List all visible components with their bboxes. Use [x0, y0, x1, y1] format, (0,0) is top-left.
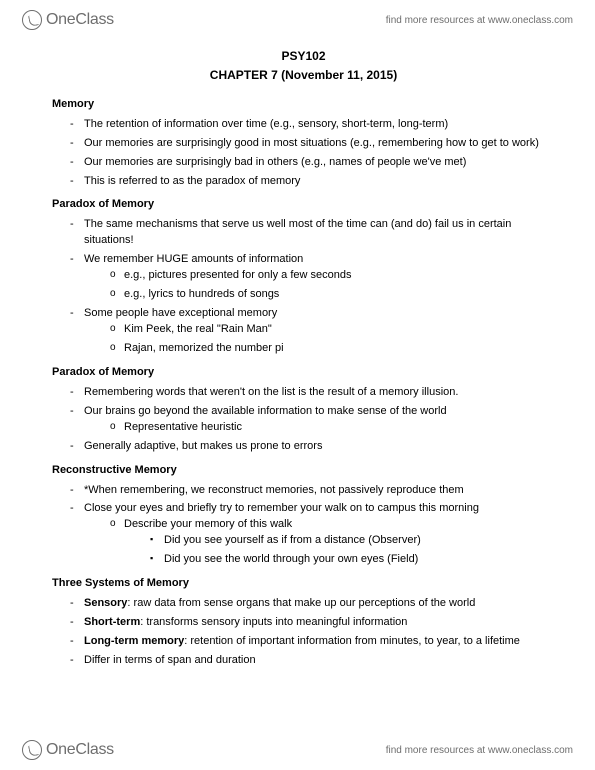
subsub-list-item: Did you see yourself as if from a distan…	[150, 533, 555, 549]
list-item: *When remembering, we reconstruct memori…	[70, 483, 555, 499]
bullet-list: *When remembering, we reconstruct memori…	[52, 483, 555, 569]
sub-list-item: Rajan, memorized the number pi	[110, 341, 555, 357]
list-item: We remember HUGE amounts of informatione…	[70, 252, 555, 303]
section-heading: Paradox of Memory	[52, 365, 555, 381]
list-item-text: : retention of important information fro…	[184, 635, 520, 647]
brand-logo-footer: OneClass	[22, 740, 114, 760]
brand-circle-icon	[22, 10, 42, 30]
subsub-list: Did you see yourself as if from a distan…	[124, 533, 555, 568]
chapter-subtitle: CHAPTER 7 (November 11, 2015)	[52, 67, 555, 84]
list-item: The same mechanisms that serve us well m…	[70, 217, 555, 249]
sub-list: Describe your memory of this walkDid you…	[84, 517, 555, 568]
sub-list-item: e.g., lyrics to hundreds of songs	[110, 287, 555, 303]
course-title: PSY102	[52, 48, 555, 65]
list-item: Our brains go beyond the available infor…	[70, 404, 555, 436]
brand-circle-icon	[22, 740, 42, 760]
sub-list-item: e.g., pictures presented for only a few …	[110, 268, 555, 284]
section-heading: Three Systems of Memory	[52, 576, 555, 592]
brand-logo: OneClass	[22, 10, 114, 30]
sub-list-item: Describe your memory of this walkDid you…	[110, 517, 555, 568]
brand-name-footer: OneClass	[46, 741, 114, 759]
list-item-text: : raw data from sense organs that make u…	[127, 597, 475, 609]
list-item: Differ in terms of span and duration	[70, 653, 555, 669]
list-item: Remembering words that weren't on the li…	[70, 385, 555, 401]
list-item: Long-term memory: retention of important…	[70, 634, 555, 650]
bullet-list: Remembering words that weren't on the li…	[52, 385, 555, 455]
footer-tagline: find more resources at www.oneclass.com	[386, 745, 573, 756]
brand-name: OneClass	[46, 11, 114, 29]
list-item: Sensory: raw data from sense organs that…	[70, 596, 555, 612]
bullet-list: The retention of information over time (…	[52, 117, 555, 190]
list-item: Our memories are surprisingly good in mo…	[70, 136, 555, 152]
sub-list: Kim Peek, the real "Rain Man" Rajan, memo…	[84, 322, 555, 357]
list-item: Generally adaptive, but makes us prone t…	[70, 439, 555, 455]
section-heading: Paradox of Memory	[52, 197, 555, 213]
document-body: PSY102 CHAPTER 7 (November 11, 2015) Mem…	[52, 48, 555, 722]
subsub-list-item: Did you see the world through your own e…	[150, 552, 555, 568]
list-item: The retention of information over time (…	[70, 117, 555, 133]
list-item-text: : transforms sensory inputs into meaning…	[140, 616, 407, 628]
page-header: OneClass find more resources at www.onec…	[0, 0, 595, 40]
lead-term: Long-term memory	[84, 635, 184, 647]
bullet-list: Sensory: raw data from sense organs that…	[52, 596, 555, 669]
section-heading: Memory	[52, 97, 555, 113]
list-item: Close your eyes and briefly try to remem…	[70, 501, 555, 568]
list-item: Some people have exceptional memoryKim P…	[70, 306, 555, 357]
sub-list: e.g., pictures presented for only a few …	[84, 268, 555, 303]
list-item: This is referred to as the paradox of me…	[70, 174, 555, 190]
section-heading: Reconstructive Memory	[52, 463, 555, 479]
lead-term: Sensory	[84, 597, 127, 609]
lead-term: Short-term	[84, 616, 140, 628]
sub-list-item: Kim Peek, the real "Rain Man"	[110, 322, 555, 338]
sub-list: Representative heuristic	[84, 420, 555, 436]
bullet-list: The same mechanisms that serve us well m…	[52, 217, 555, 357]
list-item: Our memories are surprisingly bad in oth…	[70, 155, 555, 171]
header-tagline: find more resources at www.oneclass.com	[386, 15, 573, 26]
sub-list-item: Representative heuristic	[110, 420, 555, 436]
list-item: Short-term: transforms sensory inputs in…	[70, 615, 555, 631]
page-footer: OneClass find more resources at www.onec…	[0, 730, 595, 770]
